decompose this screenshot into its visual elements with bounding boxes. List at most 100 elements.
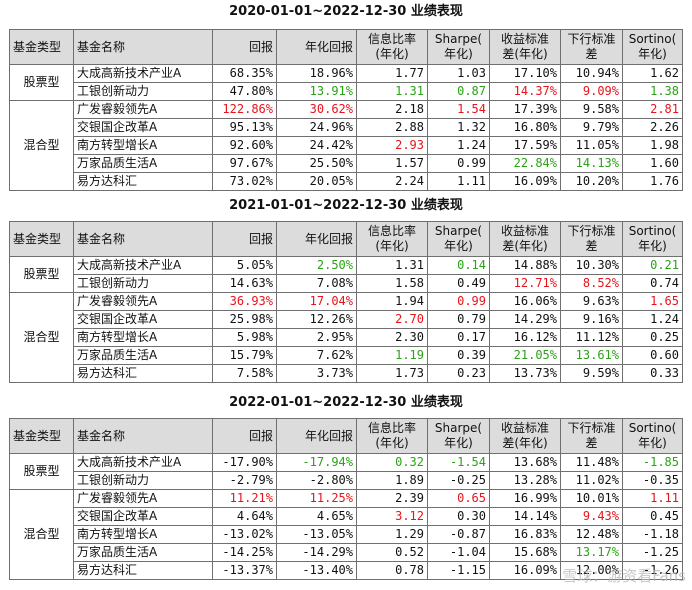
metric-cell: 1.54 <box>427 100 490 119</box>
column-header: Sharpe(年化) <box>427 418 490 454</box>
metric-cell: -13.02% <box>212 525 277 544</box>
metric-cell: 0.32 <box>356 453 428 472</box>
metric-cell: 1.77 <box>356 64 428 83</box>
metric-cell: 2.18 <box>356 100 428 119</box>
metric-cell: -13.37% <box>212 561 277 580</box>
metric-cell: 12.48% <box>560 525 623 544</box>
fund-type-cell: 混合型 <box>9 489 74 580</box>
column-header: 回报 <box>212 29 277 65</box>
metric-cell: 0.33 <box>622 364 683 383</box>
metric-cell: 9.79% <box>560 118 623 137</box>
fund-name-cell: 交银国企改革A <box>73 118 213 137</box>
metric-cell: 2.81 <box>622 100 683 119</box>
metric-cell: 11.25% <box>276 489 357 508</box>
fund-name-cell: 万家品质生活A <box>73 346 213 365</box>
column-header: 收益标准 差(年化) <box>489 418 561 454</box>
fund-name-cell: 广发睿毅领先A <box>73 292 213 311</box>
metric-cell: 2.30 <box>356 328 428 347</box>
metric-cell: 4.65% <box>276 507 357 526</box>
metric-cell: -17.90% <box>212 453 277 472</box>
metric-cell: -1.18 <box>622 525 683 544</box>
column-header-text: Sortino( <box>628 32 677 46</box>
header-row: 基金类型 基金名称 回报 年化回报 信息比率 (年化) Sharpe(年化) 收益标准 差(年化… <box>9 29 683 65</box>
metric-cell: 1.31 <box>356 82 428 101</box>
fund-name-cell: 工银创新动力 <box>73 82 213 101</box>
metric-cell: 12.71% <box>489 274 561 293</box>
fund-name-cell: 交银国企改革A <box>73 310 213 329</box>
fund-name-cell: 万家品质生活A <box>73 154 213 173</box>
metric-cell: -1.85 <box>622 453 683 472</box>
metric-cell: 16.80% <box>489 118 561 137</box>
column-header-text: 信息比率 <box>367 224 416 238</box>
metric-cell: 9.16% <box>560 310 623 329</box>
metric-cell: 11.02% <box>560 471 623 490</box>
column-header: 年化回报 <box>276 29 357 65</box>
metric-cell: 2.95% <box>276 328 357 347</box>
table-row: 易方达科汇 -13.37% -13.40% 0.78 -1.15 16.09% 12.00%… <box>10 561 683 580</box>
metric-cell: 10.30% <box>560 256 623 275</box>
column-header: 年化回报 <box>276 221 357 257</box>
metric-cell: 25.98% <box>212 310 277 329</box>
metric-cell: 22.84% <box>489 154 561 173</box>
fund-name-cell: 南方转型增长A <box>73 136 213 155</box>
metric-cell: 1.03 <box>427 64 490 83</box>
column-header-text: 差 <box>585 239 598 253</box>
metric-cell: 17.10% <box>489 64 561 83</box>
metric-cell: 24.96% <box>276 118 357 137</box>
metric-cell: 97.67% <box>212 154 277 173</box>
watermark-text: 雪球：游资看Fans <box>562 567 686 585</box>
column-header: 回报 <box>212 221 277 257</box>
metric-cell: 18.96% <box>276 64 357 83</box>
metric-cell: 13.17% <box>560 543 623 562</box>
metric-cell: -14.25% <box>212 543 277 562</box>
column-header-text: (年化) <box>375 436 409 450</box>
header-row: 基金类型 基金名称 回报 年化回报 信息比率 (年化) Sharpe(年化) 收益标准 差(年化… <box>9 418 683 454</box>
fund-name-cell: 大成高新技术产业A <box>73 453 213 472</box>
column-header: 下行标准差 <box>560 221 623 257</box>
metric-cell: 16.06% <box>489 292 561 311</box>
metric-cell: 13.68% <box>489 453 561 472</box>
table-row: 交银国企改革A 95.13% 24.96% 2.88 1.32 16.80% 9.79% 2.… <box>10 118 683 137</box>
column-header-text: 年化回报 <box>304 39 353 54</box>
metric-cell: 1.32 <box>427 118 490 137</box>
column-header-text: (年化) <box>375 47 409 61</box>
metric-cell: -0.87 <box>427 525 490 544</box>
metric-cell: 95.13% <box>212 118 277 137</box>
metric-cell: 0.79 <box>427 310 490 329</box>
metric-cell: 10.94% <box>560 64 623 83</box>
metric-cell: 1.29 <box>356 525 428 544</box>
column-header-text: 下行标准 <box>567 224 616 238</box>
metric-cell: 92.60% <box>212 136 277 155</box>
table-title: 2020-01-01~2022-12-30 业绩表现 <box>229 4 463 19</box>
metric-cell: 24.42% <box>276 136 357 155</box>
metric-cell: 0.60 <box>622 346 683 365</box>
metric-cell: 2.70 <box>356 310 428 329</box>
metric-cell: 7.58% <box>212 364 277 383</box>
metric-cell: 16.83% <box>489 525 561 544</box>
metric-cell: 5.98% <box>212 328 277 347</box>
metric-cell: 1.24 <box>427 136 490 155</box>
column-header: Sortino(年化) <box>622 29 683 65</box>
column-header: 基金类型 <box>9 418 74 454</box>
metric-cell: 13.91% <box>276 82 357 101</box>
metric-cell: 4.64% <box>212 507 277 526</box>
metric-cell: 0.14 <box>427 256 490 275</box>
column-header-text: 年化) <box>444 436 473 450</box>
performance-block-2021: 2021-01-01~2022-12-30 业绩表现 基金类型 基金名称 回报 年化回… <box>0 196 692 386</box>
metric-cell: 20.05% <box>276 172 357 191</box>
metric-cell: 0.99 <box>427 292 490 311</box>
metric-cell: 1.38 <box>622 82 683 101</box>
metric-cell: 0.78 <box>356 561 428 580</box>
column-header-text: 回报 <box>248 428 273 443</box>
metric-cell: 122.86% <box>212 100 277 119</box>
metric-cell: -17.94% <box>276 453 357 472</box>
fund-name-cell: 广发睿毅领先A <box>73 100 213 119</box>
metric-cell: -13.40% <box>276 561 357 580</box>
metric-cell: -0.25 <box>427 471 490 490</box>
metric-cell: 1.11 <box>622 489 683 508</box>
performance-table: 基金类型 基金名称 回报 年化回报 信息比率 (年化) Sharpe(年化) 收益标准 差(年化… <box>9 29 683 191</box>
table-row: 易方达科汇 7.58% 3.73% 1.73 0.23 13.73% 9.59% 0.33 <box>10 364 683 383</box>
column-header-text: 基金类型 <box>13 39 62 54</box>
column-header-text: 回报 <box>248 231 273 246</box>
metric-cell: 11.05% <box>560 136 623 155</box>
